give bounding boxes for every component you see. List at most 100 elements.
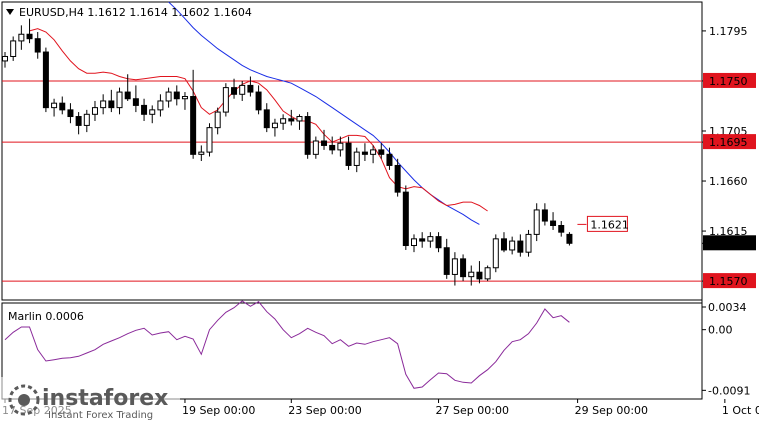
candle-body-bear xyxy=(108,100,115,109)
indicator-label: Marlin 0.0006 xyxy=(8,310,84,323)
symbol-info: EURUSD,H4 1.1612 1.1614 1.1602 1.1604 xyxy=(19,6,252,19)
price-level-badge[interactable] xyxy=(703,134,756,150)
candle-body-bear xyxy=(59,102,66,111)
instaforex-logo-icon xyxy=(8,384,40,416)
current-price-label: 1.1604 xyxy=(709,237,748,250)
candle-body-bear xyxy=(402,191,409,247)
time-tick-label: 27 Sep 00:00 xyxy=(436,404,509,417)
candle-body-bear xyxy=(247,84,254,93)
candle-body-bull xyxy=(91,107,98,115)
candle-body-bull xyxy=(296,116,303,122)
candle-body-bull xyxy=(181,96,188,100)
price-level-label[interactable]: 1.1695 xyxy=(709,136,748,149)
price-level-label[interactable]: 1.1570 xyxy=(709,275,748,288)
candle-body-bull xyxy=(271,122,278,129)
candle-body-bear xyxy=(255,91,262,111)
candle-body-bull xyxy=(214,111,221,129)
candle-body-bear xyxy=(124,91,131,100)
candle-body-bull xyxy=(206,127,213,153)
candle-body-bull xyxy=(492,238,499,269)
candle-body-bear xyxy=(460,258,467,278)
candle-body-bull xyxy=(411,238,417,247)
candle-body-bull xyxy=(239,84,246,95)
candle-body-bear xyxy=(26,33,33,40)
candle-body-bull xyxy=(280,118,287,124)
candle-body-bear xyxy=(386,153,393,166)
candle-body-bull xyxy=(51,102,58,109)
indicator-tick-label: 0.00 xyxy=(708,324,733,337)
candle-body-bull xyxy=(2,55,8,62)
price-level-badge[interactable] xyxy=(703,273,756,289)
candle-body-bear xyxy=(173,91,180,100)
candle-body-bear xyxy=(75,116,82,126)
candle-body-bear xyxy=(566,233,573,244)
logo-brand: instaforex xyxy=(42,386,168,411)
candle-body-bear xyxy=(304,116,311,155)
ma-value-label-box xyxy=(586,215,628,232)
ma-value-label: 1.1621 xyxy=(590,218,629,231)
candle-body-bull xyxy=(312,140,319,155)
candle-body-bear xyxy=(288,118,295,122)
current-price-badge xyxy=(703,235,756,251)
candle-body-bull xyxy=(427,236,434,242)
price-level-badge[interactable] xyxy=(703,72,756,88)
candle-body-bear xyxy=(361,151,368,155)
symbol-dropdown-icon[interactable] xyxy=(6,9,14,15)
candle-body-bear xyxy=(321,140,328,146)
price-axis[interactable]: 1.17951.17501.17051.16951.16601.16151.16… xyxy=(702,25,756,289)
candle-body-bear xyxy=(394,164,401,193)
candle-body-bull xyxy=(484,267,491,280)
candle-body-bull xyxy=(525,233,532,253)
candle-body-bear xyxy=(190,96,197,155)
candle-body-bull xyxy=(370,149,377,155)
instaforex-logo: instaforex Instant Forex Trading xyxy=(0,377,180,423)
candle-body-bull xyxy=(165,91,172,102)
candle-body-bear xyxy=(67,109,74,118)
candle-body-bull xyxy=(149,109,156,115)
candle-body-bear xyxy=(329,144,336,151)
candle-body-bull xyxy=(18,33,25,42)
candle-body-bear xyxy=(34,38,41,53)
candle-body-bear xyxy=(541,209,548,222)
candle-body-bull xyxy=(198,151,205,155)
horizontal-levels[interactable] xyxy=(2,80,702,282)
candle-body-bear xyxy=(517,240,524,253)
candle-body-bear xyxy=(345,142,352,166)
candle-body-bear xyxy=(141,104,148,115)
candle-body-bear xyxy=(500,238,507,251)
price-tick-label: 1.1615 xyxy=(709,225,748,238)
candle-body-bull xyxy=(468,271,475,278)
moving-averages: 1.1621 xyxy=(29,1,629,232)
time-tick-label: 29 Sep 00:00 xyxy=(575,404,648,417)
candle-body-bear xyxy=(435,236,442,249)
indicator-tick-label: -0.0091 xyxy=(708,384,750,397)
candles xyxy=(2,18,573,286)
time-tick-label: 23 Sep 00:00 xyxy=(288,404,361,417)
logo-tagline: Instant Forex Trading xyxy=(48,410,153,421)
candle-body-bear xyxy=(419,238,426,242)
ma-red-line xyxy=(29,28,488,212)
candle-body-bear xyxy=(132,98,139,106)
candle-body-bull xyxy=(157,100,164,111)
candle-body-bear xyxy=(558,225,565,233)
candle-body-bear xyxy=(476,271,483,280)
time-tick-label: 1 Oct 00:00 xyxy=(722,404,759,417)
candle-body-bear xyxy=(378,149,385,155)
candle-body-bull xyxy=(222,87,229,113)
candle-body-bull xyxy=(116,91,123,109)
candle-body-bull xyxy=(10,40,17,57)
candle-body-bear xyxy=(42,51,49,109)
candle-body-bull xyxy=(353,151,360,166)
candle-body-bull xyxy=(337,142,344,151)
candle-body-bear xyxy=(550,220,557,227)
candle-body-bull xyxy=(83,113,90,126)
price-level-label[interactable]: 1.1750 xyxy=(709,75,748,88)
marlin-line xyxy=(4,300,570,389)
time-tick-label: 19 Sep 00:00 xyxy=(182,404,255,417)
candle-body-bear xyxy=(263,109,270,129)
candle-body-bear xyxy=(231,87,238,95)
indicator-tick-label: 0.0034 xyxy=(708,301,747,314)
candle-body-bull xyxy=(509,240,516,251)
